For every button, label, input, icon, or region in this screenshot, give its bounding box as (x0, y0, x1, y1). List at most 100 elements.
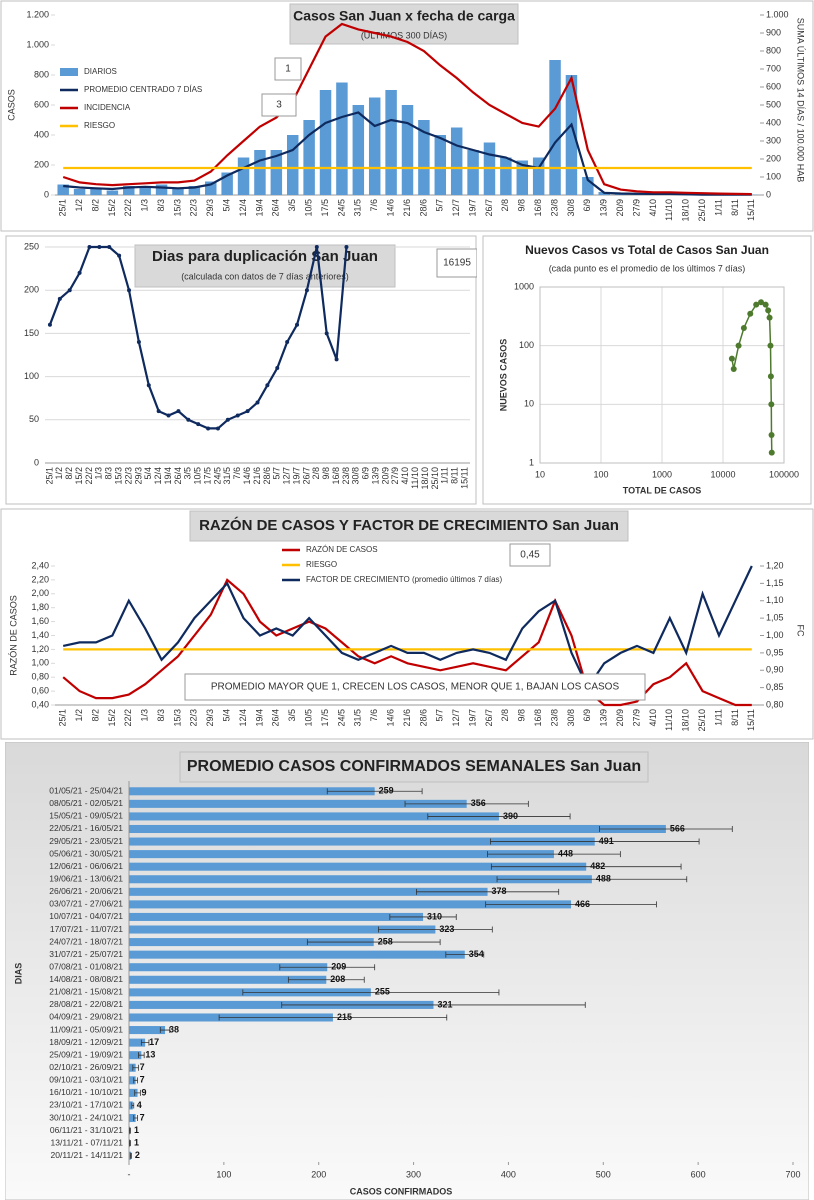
x-tick-label: 1/3 (94, 467, 104, 480)
annotation-box (274, 57, 302, 81)
x-tick-label: 16/8 (331, 467, 341, 485)
bar (129, 1063, 136, 1072)
chart-title: Casos San Juan x fecha de carga (293, 8, 515, 24)
x-tick-label: 18/10 (681, 199, 691, 222)
y-tick-label: 15/05/21 - 09/05/21 (49, 811, 123, 821)
point (753, 301, 760, 308)
point (206, 426, 211, 431)
chart-subtitle: (ÚLTIMOS 300 DÍAS) (361, 30, 447, 40)
error-bar (427, 813, 571, 820)
chart-duplicacion: Dias para duplicación San Juan (calculada… (5, 235, 477, 505)
point (758, 299, 765, 306)
point (156, 409, 161, 414)
title-box (179, 751, 649, 783)
x-tick-label: 5/7 (435, 199, 445, 212)
x-tick-label: 26/4 (271, 709, 281, 727)
bar (129, 799, 467, 808)
x-tick-label: 20/9 (615, 709, 625, 727)
chart-casos: Casos San Juan x fecha de carga (ÚLTIMOS … (0, 0, 814, 232)
point (186, 417, 191, 422)
bar (106, 190, 119, 195)
legend-label: RIESGO (306, 560, 337, 569)
value-label: 482 (590, 861, 605, 871)
error-bar (416, 888, 560, 895)
x-tick-label: 700 (785, 1169, 800, 1179)
value-label: 215 (337, 1012, 352, 1022)
y-tick-label: 1,80 (31, 602, 49, 612)
bar (368, 97, 381, 195)
x-tick-label: 13/9 (599, 199, 609, 217)
x-tick-label: 26/7 (301, 467, 311, 485)
y2-tick-label: 1,20 (766, 560, 784, 570)
bar (129, 1026, 166, 1035)
x-tick-label: 1/11 (440, 467, 450, 484)
point (285, 340, 290, 345)
error-bar (389, 913, 457, 920)
x-tick-label: 30/8 (566, 709, 576, 727)
bar (582, 177, 594, 195)
y2-tick-label: 1,10 (766, 595, 784, 605)
x-tick-label: 27/9 (631, 199, 641, 217)
legend-label: INCIDENCIA (84, 103, 131, 112)
x-tick-label: 10/5 (304, 709, 314, 727)
y-tick-label: 2,40 (31, 560, 49, 570)
y-tick-label: 31/07/21 - 25/07/21 (49, 949, 123, 959)
value-label: 2 (135, 1150, 140, 1160)
x-tick-label: 20/9 (380, 467, 390, 485)
legend-label: PROMEDIO CENTRADO 7 DÍAS (84, 85, 202, 94)
error-bar (326, 788, 423, 795)
x-tick-label: 12/7 (282, 467, 292, 485)
point (146, 383, 151, 388)
x-tick-label: 19/7 (467, 199, 477, 217)
y-tick-label: 150 (24, 328, 39, 338)
point (767, 342, 774, 349)
x-tick-label: 7/6 (369, 709, 379, 722)
x-tick-label: 15/3 (114, 467, 124, 485)
x-tick-label: 8/11 (730, 709, 740, 726)
y-tick-label: 01/05/21 - 25/04/21 (49, 786, 123, 796)
point (275, 365, 280, 370)
error-bar (132, 1064, 139, 1071)
chart-semanal: PROMEDIO CASOS CONFIRMADOS SEMANALES San… (5, 742, 809, 1200)
bar (319, 90, 332, 195)
y-tick-label: 1.200 (26, 9, 49, 19)
error-bar (131, 1102, 135, 1109)
x-tick-label: 27/9 (390, 467, 400, 485)
point (196, 422, 201, 427)
x-tick-label: 21/6 (252, 467, 262, 485)
x-tick-label: 4/10 (400, 467, 410, 485)
chart-title: Dias para duplicación San Juan (152, 248, 378, 265)
x-tick-label: 100 (216, 1169, 231, 1179)
x-tick-label: 28/6 (418, 709, 428, 727)
y-tick-label: 0,40 (31, 699, 49, 709)
x-tick-label: 16/8 (533, 709, 543, 727)
y-tick-label: 02/10/21 - 26/09/21 (49, 1062, 123, 1072)
bar (129, 1101, 133, 1110)
annotation: PROMEDIO MAYOR QUE 1, CRECEN LOS CASOS, … (211, 682, 620, 693)
x-tick-label: 15/11 (746, 709, 756, 731)
bar (129, 925, 436, 934)
value-label: 7 (140, 1075, 145, 1085)
value-label: 7 (140, 1062, 145, 1072)
bar (221, 172, 233, 195)
chart-scatter: Nuevos Casos vs Total de Casos San Juan (… (482, 235, 812, 505)
x-tick-label: 1/2 (74, 709, 84, 722)
x-tick-label: 1/2 (54, 467, 64, 480)
y-tick-label: 29/05/21 - 23/05/21 (49, 836, 123, 846)
x-tick-label: 26/7 (484, 709, 494, 727)
error-bar (490, 863, 682, 870)
x-tick-label: 27/9 (631, 709, 641, 727)
x-tick-label: 8/3 (104, 467, 114, 480)
point (136, 340, 141, 345)
x-tick-label: 300 (406, 1169, 421, 1179)
chart-title: Nuevos Casos vs Total de Casos San Juan (525, 243, 769, 257)
y-tick-label: 19/06/21 - 13/06/21 (49, 874, 123, 884)
x-tick-label: 15/2 (107, 709, 117, 727)
error-bar (134, 1089, 141, 1096)
x-tick-label: 11/10 (664, 199, 674, 221)
y-tick-label: 0,80 (31, 672, 49, 682)
error-bar (487, 851, 621, 858)
value-label: 38 (169, 1024, 179, 1034)
point (87, 245, 92, 249)
y-tick-label: 12/06/21 - 06/06/21 (49, 861, 123, 871)
